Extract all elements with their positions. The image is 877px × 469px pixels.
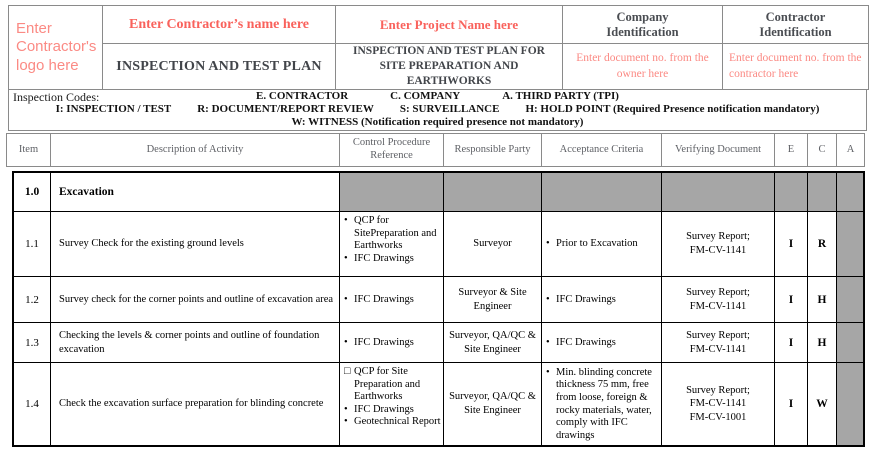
document-header-table: Enter Contractor's logo here Enter Contr… bbox=[8, 5, 869, 90]
column-header-e: E bbox=[775, 134, 808, 166]
column-header-description: Description of Activity bbox=[51, 134, 340, 166]
cell-responsible-party bbox=[444, 173, 542, 212]
cell-a-code bbox=[837, 277, 863, 323]
cell-acceptance-criteria: • Prior to Excavation bbox=[542, 212, 662, 277]
cell-item: 1.1 bbox=[14, 212, 51, 277]
inspection-codes-label: Inspection Codes: bbox=[13, 90, 100, 104]
column-header-verifying-document: Verifying Document bbox=[662, 134, 775, 166]
column-header-item: Item bbox=[7, 134, 51, 166]
cell-e-code: I bbox=[775, 212, 808, 277]
cell-e-code: I bbox=[775, 277, 808, 323]
plan-subtitle: INSPECTION AND TEST PLAN FOR SITE PREPAR… bbox=[336, 44, 563, 89]
inspection-codes-line-2: I: INSPECTION / TEST R: DOCUMENT/REPORT R… bbox=[55, 103, 820, 115]
cell-description: Check the excavation surface preparation… bbox=[51, 363, 340, 445]
cell-responsible-party: Surveyor & Site Engineer bbox=[444, 277, 542, 323]
cell-verifying-document: Survey Report; FM-CV-1141 bbox=[662, 277, 775, 323]
cell-responsible-party: Surveyor, QA/QC & Site Engineer bbox=[444, 363, 542, 445]
cell-e-code: I bbox=[775, 363, 808, 445]
cell-verifying-document: Survey Report; FM-CV-1141 bbox=[662, 212, 775, 277]
cell-description: Excavation bbox=[51, 173, 340, 212]
cell-acceptance-criteria: • Min. blinding concrete thickness 75 mm,… bbox=[542, 363, 662, 445]
cell-c-code: H bbox=[808, 323, 837, 363]
plan-title: INSPECTION AND TEST PLAN bbox=[103, 44, 336, 89]
cell-verifying-document: Survey Report; FM-CV-1141 FM-CV-1001 bbox=[662, 363, 775, 445]
cell-responsible-party: Surveyor bbox=[444, 212, 542, 277]
cell-control-procedure: • IFC Drawings bbox=[340, 277, 444, 323]
cell-e-code bbox=[775, 173, 808, 212]
cell-acceptance-criteria: • IFC Drawings bbox=[542, 277, 662, 323]
owner-document-no-placeholder[interactable]: Enter document no. from the owner here bbox=[563, 44, 723, 89]
cell-item: 1.4 bbox=[14, 363, 51, 445]
cell-e-code: I bbox=[775, 323, 808, 363]
cell-item: 1.3 bbox=[14, 323, 51, 363]
cell-a-code bbox=[837, 323, 863, 363]
column-header-control-procedure: Control Procedure Reference bbox=[340, 134, 444, 166]
cell-control-procedure: • QCP for SitePreparation and Earthworks •… bbox=[340, 212, 444, 277]
cell-a-code bbox=[837, 212, 863, 277]
cell-a-code bbox=[837, 173, 863, 212]
column-header-c: C bbox=[808, 134, 837, 166]
cell-responsible-party: Surveyor, QA/QC & Site Engineer bbox=[444, 323, 542, 363]
cell-verifying-document bbox=[662, 173, 775, 212]
cell-a-code bbox=[837, 363, 863, 445]
cell-item: 1.0 bbox=[14, 173, 51, 212]
column-header-responsible-party: Responsible Party bbox=[444, 134, 542, 166]
contractor-document-no-placeholder[interactable]: Enter document no. from the contractor h… bbox=[729, 51, 862, 80]
cell-control-procedure: • IFC Drawings bbox=[340, 323, 444, 363]
cell-description: Checking the levels & corner points and … bbox=[51, 323, 340, 363]
inspection-codes-line-3: W: WITNESS (Notification required presen… bbox=[291, 116, 584, 128]
cell-control-procedure bbox=[340, 173, 444, 212]
cell-c-code: W bbox=[808, 363, 837, 445]
contractor-name-placeholder[interactable]: Enter Contractor’s name here bbox=[103, 6, 336, 44]
column-header-acceptance-criteria: Acceptance Criteria bbox=[542, 134, 662, 166]
cell-item: 1.2 bbox=[14, 277, 51, 323]
inspection-codes-box: Inspection Codes: E. CONTRACTOR C. COMPAN… bbox=[8, 89, 867, 131]
cell-control-procedure: □ QCP for Site Preparation and Earthworks… bbox=[340, 363, 444, 445]
cell-c-code: H bbox=[808, 277, 837, 323]
cell-c-code: R bbox=[808, 212, 837, 277]
cell-description: Survey check for the corner points and o… bbox=[51, 277, 340, 323]
contractor-logo-placeholder[interactable]: Enter Contractor's logo here bbox=[9, 6, 103, 89]
company-identification-title: Company Identification bbox=[563, 6, 723, 44]
table-column-headers: Item Description of Activity Control Pro… bbox=[6, 133, 865, 167]
cell-acceptance-criteria bbox=[542, 173, 662, 212]
cell-description: Survey Check for the existing ground lev… bbox=[51, 212, 340, 277]
cell-verifying-document: Survey Report; FM-CV-1141 bbox=[662, 323, 775, 363]
inspection-codes-line-1: E. CONTRACTOR C. COMPANY A. THIRD PARTY (T… bbox=[256, 90, 619, 102]
project-name-placeholder[interactable]: Enter Project Name here bbox=[336, 6, 563, 44]
contractor-identification-title: Contractor Identification bbox=[723, 6, 868, 44]
column-header-a: A bbox=[846, 143, 855, 155]
cell-acceptance-criteria: • IFC Drawings bbox=[542, 323, 662, 363]
itp-activity-table: 1.0 Excavation 1.1 Survey Check for the … bbox=[12, 171, 865, 447]
cell-c-code bbox=[808, 173, 837, 212]
